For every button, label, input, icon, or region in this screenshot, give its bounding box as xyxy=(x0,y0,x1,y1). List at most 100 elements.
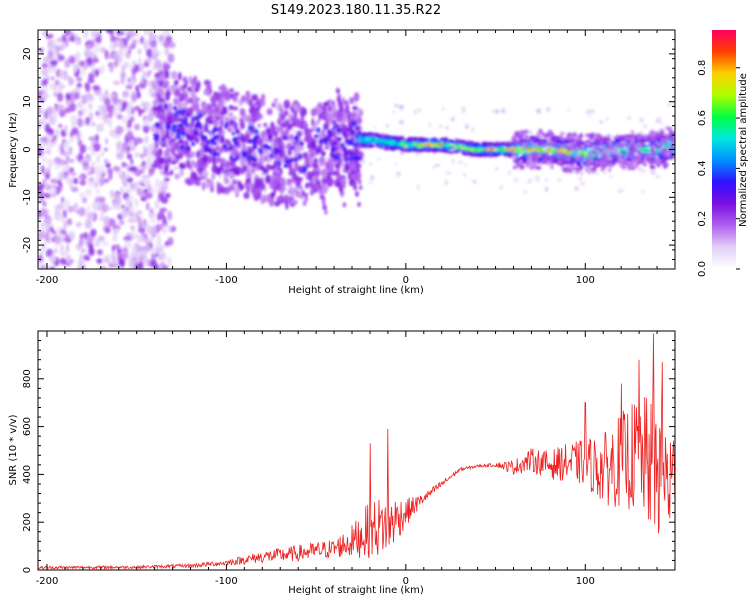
heat-cell xyxy=(605,155,611,159)
heat-cell xyxy=(103,97,111,106)
heat-cell xyxy=(342,146,347,152)
heat-cell xyxy=(396,171,401,178)
heat-cell xyxy=(57,45,64,52)
heat-cell xyxy=(220,83,226,92)
heat-cell xyxy=(297,144,305,152)
heat-cell xyxy=(142,218,147,228)
heat-cell xyxy=(271,125,276,131)
heat-cell xyxy=(41,63,48,69)
heat-cell xyxy=(351,174,356,180)
heat-cell xyxy=(334,124,339,128)
heat-cell xyxy=(370,175,374,181)
heat-cell xyxy=(77,139,83,147)
heat-cell xyxy=(484,150,490,154)
heat-cell xyxy=(608,174,613,179)
heat-cell xyxy=(360,140,366,143)
heat-cell xyxy=(566,152,571,156)
heat-cell xyxy=(113,196,122,206)
x-tick-label: -200 xyxy=(36,275,59,286)
heat-cell xyxy=(437,148,444,152)
heat-cell xyxy=(143,30,149,36)
heat-cell xyxy=(330,177,334,187)
heat-cell xyxy=(53,234,59,242)
heat-cell xyxy=(423,146,430,149)
heat-cell xyxy=(335,145,339,152)
heat-cell xyxy=(337,142,341,148)
heat-cell xyxy=(386,144,393,148)
heat-cell xyxy=(127,48,132,55)
heat-cell xyxy=(227,147,234,151)
heat-cell xyxy=(433,147,438,151)
heat-cell xyxy=(351,111,357,117)
heat-cell xyxy=(384,147,389,150)
heat-cell xyxy=(195,120,201,127)
heat-cell xyxy=(187,98,193,103)
heat-cell xyxy=(88,136,96,141)
heat-cell xyxy=(84,153,92,164)
heat-cell xyxy=(347,114,351,120)
heat-cell xyxy=(118,219,125,226)
heat-cell xyxy=(259,150,264,155)
colorbar-gradient xyxy=(712,30,736,269)
heat-cell xyxy=(135,39,141,44)
heat-cell xyxy=(472,150,477,153)
heat-cell xyxy=(90,39,96,49)
heat-cell xyxy=(626,153,632,159)
heat-cell xyxy=(132,39,137,45)
heat-cell xyxy=(54,204,62,211)
heat-cell xyxy=(269,181,274,190)
heat-cell xyxy=(125,173,132,178)
heat-cell xyxy=(393,103,399,108)
heat-cell xyxy=(271,102,276,108)
heat-cell xyxy=(191,116,196,123)
heat-cell xyxy=(480,153,486,156)
heat-cell xyxy=(327,105,333,112)
heat-cell xyxy=(640,149,647,152)
heat-cell xyxy=(305,182,309,190)
heat-cell xyxy=(648,131,654,136)
heat-cell xyxy=(121,204,125,210)
x-tick-label: -100 xyxy=(215,576,238,587)
heat-cell xyxy=(198,113,204,119)
heat-cell xyxy=(165,192,171,198)
heat-cell xyxy=(143,147,148,158)
heat-cell xyxy=(488,154,493,158)
heat-cell xyxy=(503,156,507,160)
heat-cell xyxy=(134,198,139,208)
heat-cell xyxy=(470,126,475,133)
heat-cell xyxy=(250,161,258,168)
heat-cell xyxy=(565,168,570,173)
heat-cell xyxy=(145,242,151,253)
y-tick-label: 400 xyxy=(22,465,33,484)
heat-cell xyxy=(101,241,110,247)
heat-cell xyxy=(85,188,93,197)
heat-cell xyxy=(283,163,289,168)
heat-cell xyxy=(173,115,180,123)
heat-cell xyxy=(239,120,246,130)
heat-cell xyxy=(519,143,523,147)
heat-cell xyxy=(315,175,319,181)
heat-cell xyxy=(315,120,321,125)
heat-cell xyxy=(129,183,135,189)
heat-cell xyxy=(40,265,46,269)
heat-cell xyxy=(353,100,358,105)
heat-cell xyxy=(150,217,156,224)
heat-cell xyxy=(143,39,148,50)
heat-cell xyxy=(526,161,532,166)
heat-cell xyxy=(432,165,436,169)
heat-cell xyxy=(135,84,140,93)
heat-cell xyxy=(99,46,107,54)
heat-cell xyxy=(184,122,189,128)
heat-cell xyxy=(391,137,397,141)
heat-cell xyxy=(602,144,606,148)
heat-cell xyxy=(152,99,158,105)
heat-cell xyxy=(208,179,214,188)
heat-cell xyxy=(142,124,150,134)
heat-cell xyxy=(128,166,136,172)
heat-cell xyxy=(640,135,644,139)
heat-cell xyxy=(82,165,90,171)
heat-cell xyxy=(492,151,498,156)
heat-cell xyxy=(208,106,214,114)
heat-cell xyxy=(216,181,220,188)
heat-cell xyxy=(207,130,211,134)
